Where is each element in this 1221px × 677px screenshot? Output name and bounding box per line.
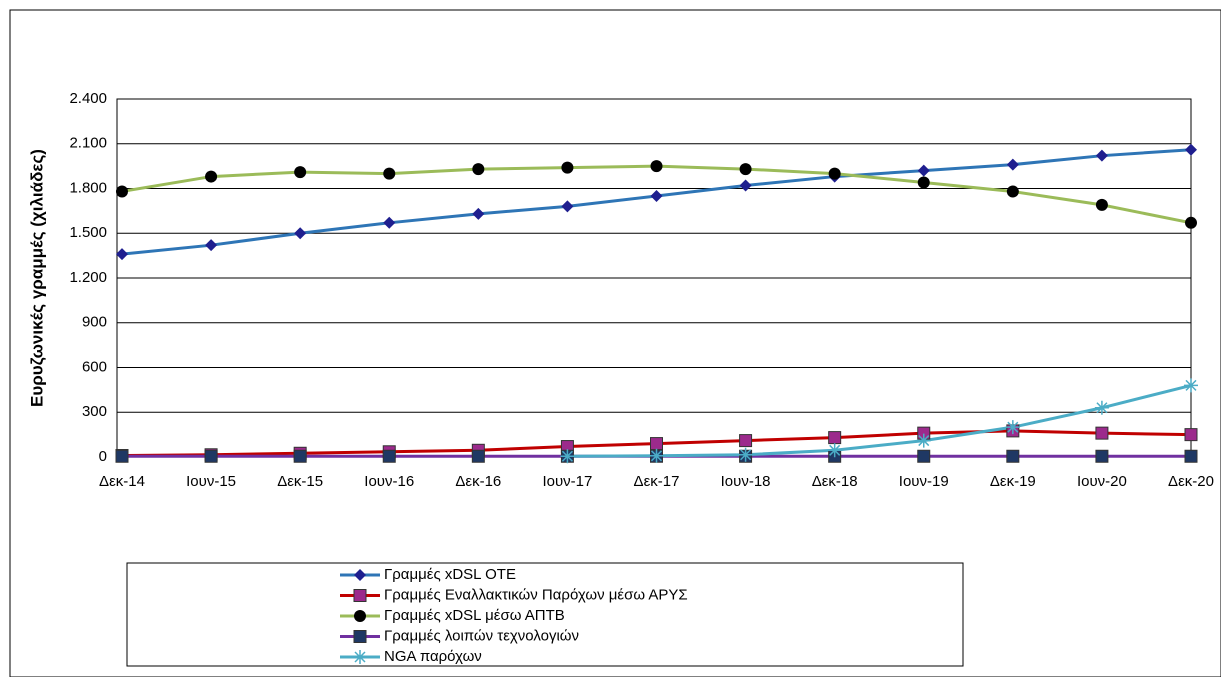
marker [205,239,218,252]
y-tick-label: 1.200 [69,269,107,286]
x-tick-label: Δεκ-17 [634,473,680,490]
marker [828,167,841,180]
y-tick-label: 900 [82,314,107,331]
legend-label: Γραμμές λοιπών τεχνολογιών [384,627,579,644]
marker [354,610,366,622]
x-tick-label: Ιουν-16 [364,473,414,490]
marker [115,449,129,463]
legend-label: NGA παρόχων [384,648,482,665]
marker [1185,143,1197,156]
marker [1095,149,1108,162]
marker [1006,158,1019,171]
marker [739,163,752,176]
marker [472,207,485,220]
marker [650,437,663,451]
marker [738,447,753,462]
marker [1185,216,1197,229]
marker [917,449,931,463]
legend-label: Γραμμές xDSL ΟΤΕ [384,566,516,583]
marker [382,449,396,463]
marker [650,160,663,173]
marker [739,434,753,448]
x-tick-label: Δεκ-20 [1168,473,1214,490]
x-tick-label: Ιουν-17 [542,473,592,490]
marker [917,176,930,189]
marker [116,248,128,261]
marker [293,449,307,463]
marker [1095,198,1108,211]
x-tick-label: Δεκ-19 [990,473,1036,490]
marker [294,227,307,240]
marker [1005,420,1020,435]
marker [827,443,842,458]
marker [353,630,367,643]
marker [471,449,485,463]
marker [1184,449,1198,463]
marker [353,589,367,602]
y-tick-label: 1.500 [69,224,107,241]
marker [205,170,218,183]
marker [354,569,366,581]
marker [472,163,485,176]
legend [126,562,964,667]
marker [1095,426,1109,440]
marker [353,650,367,664]
x-tick-label: Ιουν-15 [186,473,236,490]
marker [917,164,930,177]
x-tick-label: Δεκ-18 [812,473,858,490]
marker [828,431,842,445]
y-axis-label: Ευρυζωνικές γραμμές (χιλιάδες) [27,149,46,407]
x-tick-label: Ιουν-20 [1077,473,1127,490]
y-tick-label: 600 [82,358,107,375]
y-tick-label: 2.100 [69,135,107,152]
marker [739,179,752,192]
marker [383,216,396,229]
x-tick-label: Δεκ-15 [277,473,323,490]
marker [294,166,307,179]
y-tick-label: 0 [99,448,107,465]
x-tick-label: Δεκ-16 [455,473,501,490]
marker [1094,400,1109,415]
y-tick-label: 300 [82,403,107,420]
y-tick-label: 2.400 [69,90,107,107]
marker [116,185,128,198]
legend-label: Γραμμές Εναλλακτικών Παρόχων μέσω ΑΡΥΣ [384,586,688,603]
marker [383,167,396,180]
series-line [567,383,1192,458]
marker [561,200,574,213]
marker [561,161,574,174]
x-tick-label: Ιουν-19 [899,473,949,490]
marker [649,448,664,463]
marker [916,433,931,448]
x-tick-label: Ιουν-18 [721,473,771,490]
marker [560,449,575,464]
marker [1006,449,1020,463]
marker [204,449,218,463]
marker [650,189,663,202]
legend-label: Γραμμές xDSL μέσω ΑΠΤΒ [384,607,565,624]
marker [1006,185,1019,198]
marker [1184,378,1198,393]
x-tick-label: Δεκ-14 [99,473,145,490]
frame [9,9,1221,677]
y-tick-label: 1.800 [69,179,107,196]
marker [1184,428,1198,442]
marker [1095,449,1109,463]
